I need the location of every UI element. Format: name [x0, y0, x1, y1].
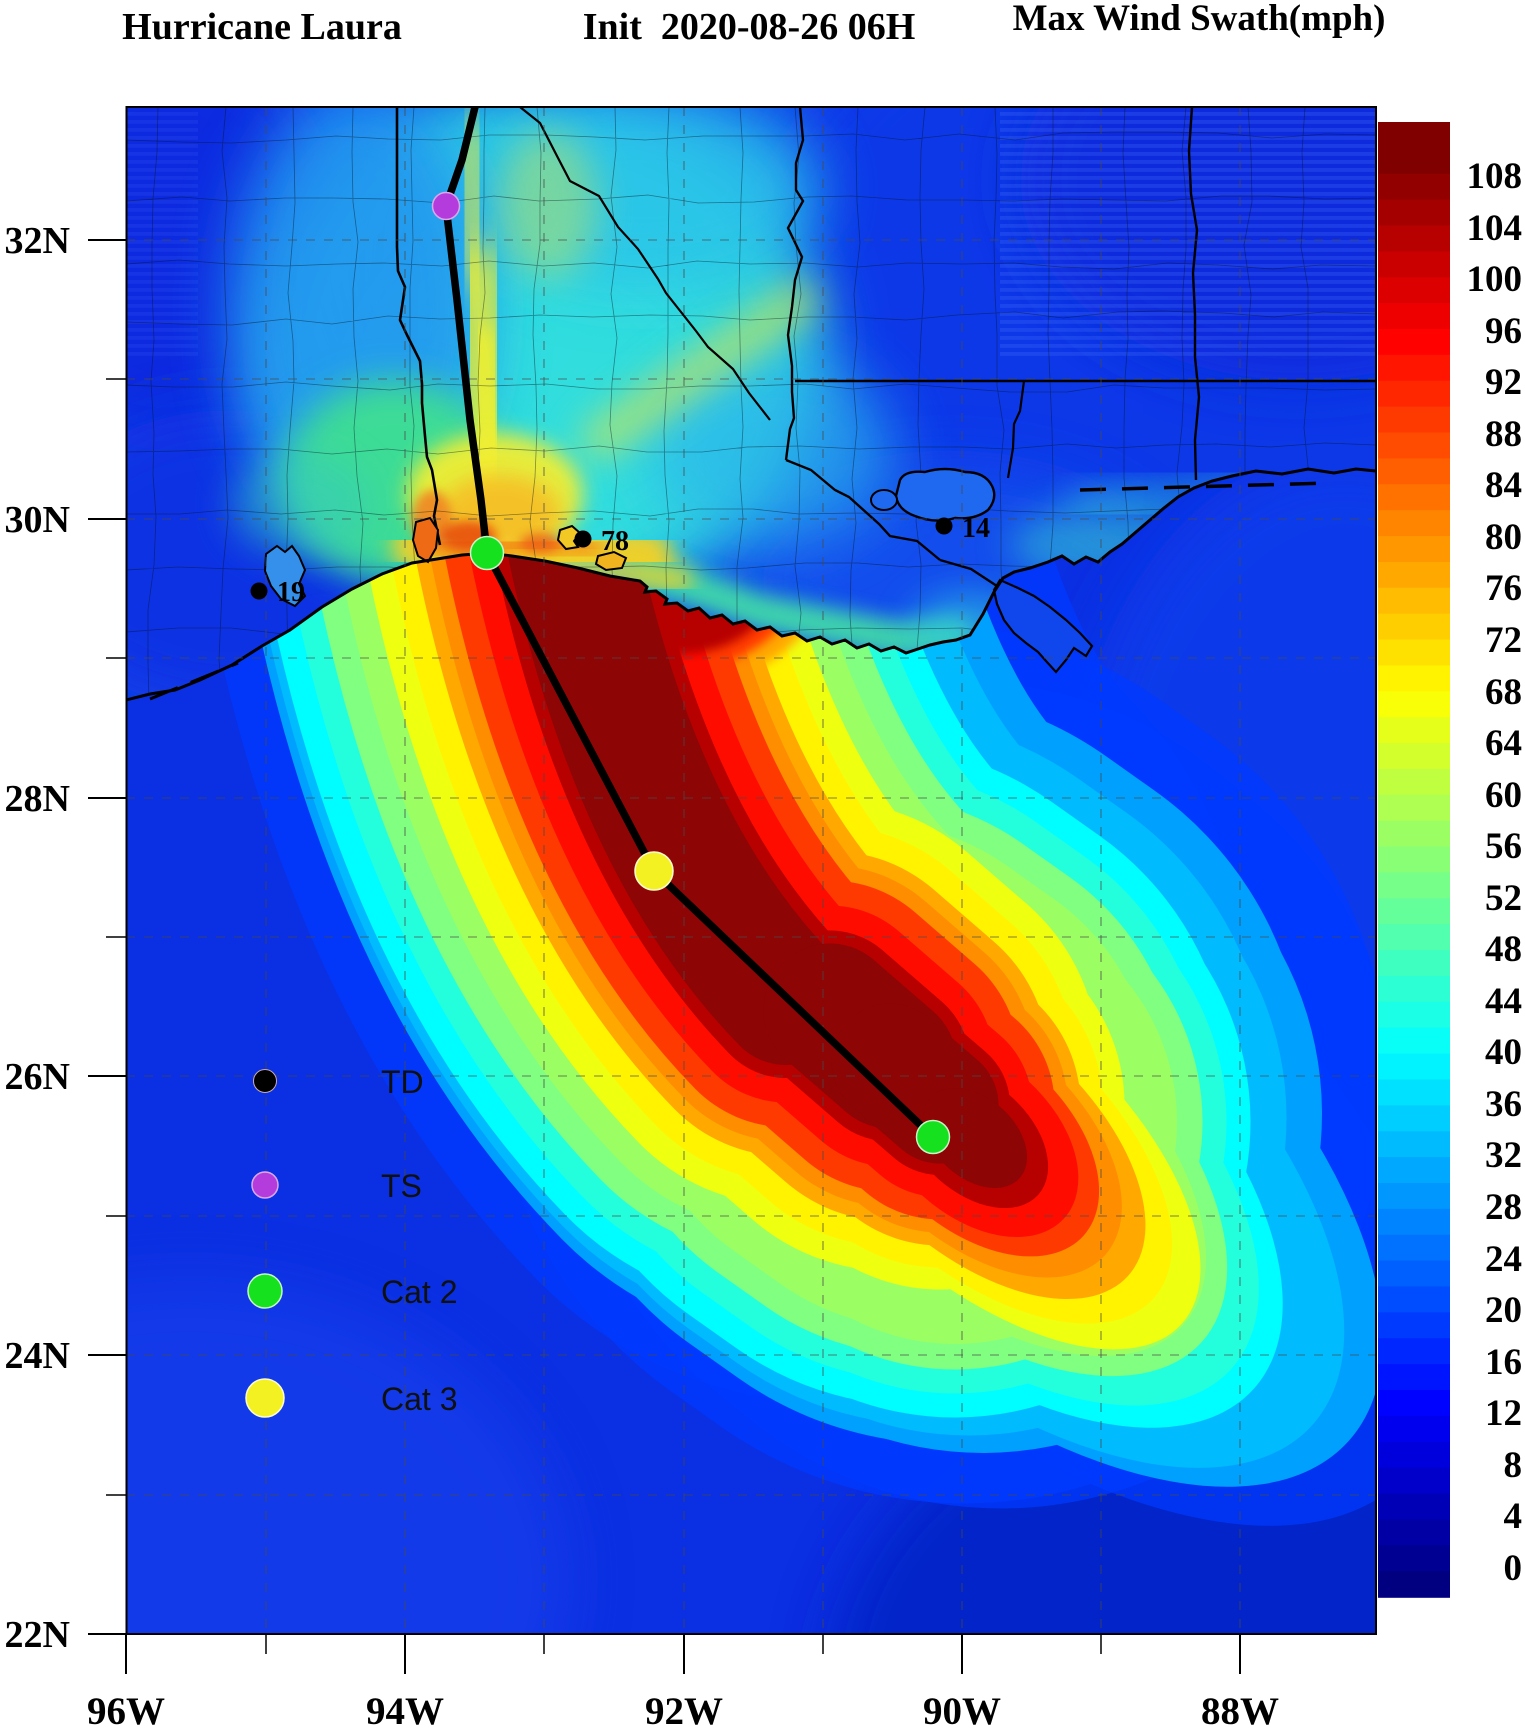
svg-text:12: 12 — [1485, 1393, 1522, 1434]
svg-text:Cat 3: Cat 3 — [381, 1381, 457, 1417]
svg-text:104: 104 — [1467, 208, 1523, 249]
svg-text:108: 108 — [1467, 156, 1523, 197]
svg-text:88W: 88W — [1201, 1690, 1279, 1728]
svg-text:22N: 22N — [5, 1614, 70, 1656]
svg-text:64: 64 — [1485, 723, 1522, 764]
svg-text:TD: TD — [381, 1064, 424, 1100]
svg-text:78: 78 — [601, 526, 629, 557]
svg-text:26N: 26N — [5, 1056, 70, 1098]
svg-text:32N: 32N — [5, 220, 70, 262]
svg-text:94W: 94W — [366, 1690, 444, 1728]
svg-text:8: 8 — [1504, 1445, 1523, 1486]
svg-text:88: 88 — [1485, 414, 1522, 455]
svg-text:92: 92 — [1485, 362, 1522, 403]
svg-text:48: 48 — [1485, 929, 1522, 970]
svg-text:84: 84 — [1485, 465, 1522, 506]
svg-text:80: 80 — [1485, 517, 1522, 558]
svg-text:100: 100 — [1467, 259, 1523, 300]
svg-text:60: 60 — [1485, 775, 1522, 816]
svg-text:28: 28 — [1485, 1187, 1522, 1228]
svg-text:36: 36 — [1485, 1084, 1522, 1125]
svg-text:90W: 90W — [923, 1690, 1001, 1728]
svg-text:96W: 96W — [87, 1690, 165, 1728]
svg-text:96: 96 — [1485, 311, 1522, 352]
svg-text:44: 44 — [1485, 981, 1522, 1022]
svg-text:0: 0 — [1504, 1548, 1523, 1589]
svg-text:76: 76 — [1485, 568, 1522, 609]
svg-text:19: 19 — [277, 577, 305, 608]
svg-text:68: 68 — [1485, 672, 1522, 713]
svg-text:14: 14 — [962, 513, 990, 544]
svg-text:20: 20 — [1485, 1290, 1522, 1331]
svg-text:56: 56 — [1485, 826, 1522, 867]
svg-text:TS: TS — [381, 1168, 422, 1204]
svg-text:52: 52 — [1485, 878, 1522, 919]
svg-text:Hurricane Laura: Hurricane Laura — [122, 6, 402, 48]
svg-text:28N: 28N — [5, 778, 70, 820]
svg-text:24: 24 — [1485, 1239, 1522, 1280]
svg-text:Cat 2: Cat 2 — [381, 1274, 457, 1310]
svg-text:72: 72 — [1485, 620, 1522, 661]
svg-text:16: 16 — [1485, 1342, 1522, 1383]
svg-text:92W: 92W — [645, 1690, 723, 1728]
svg-text:4: 4 — [1504, 1496, 1523, 1537]
svg-text:32: 32 — [1485, 1135, 1522, 1176]
svg-text:Init 2020-08-26 06H: Init 2020-08-26 06H — [583, 6, 916, 48]
svg-text:30N: 30N — [5, 499, 70, 541]
svg-text:Max Wind Swath(mph): Max Wind Swath(mph) — [1013, 0, 1386, 39]
svg-text:24N: 24N — [5, 1335, 70, 1377]
svg-text:40: 40 — [1485, 1032, 1522, 1073]
